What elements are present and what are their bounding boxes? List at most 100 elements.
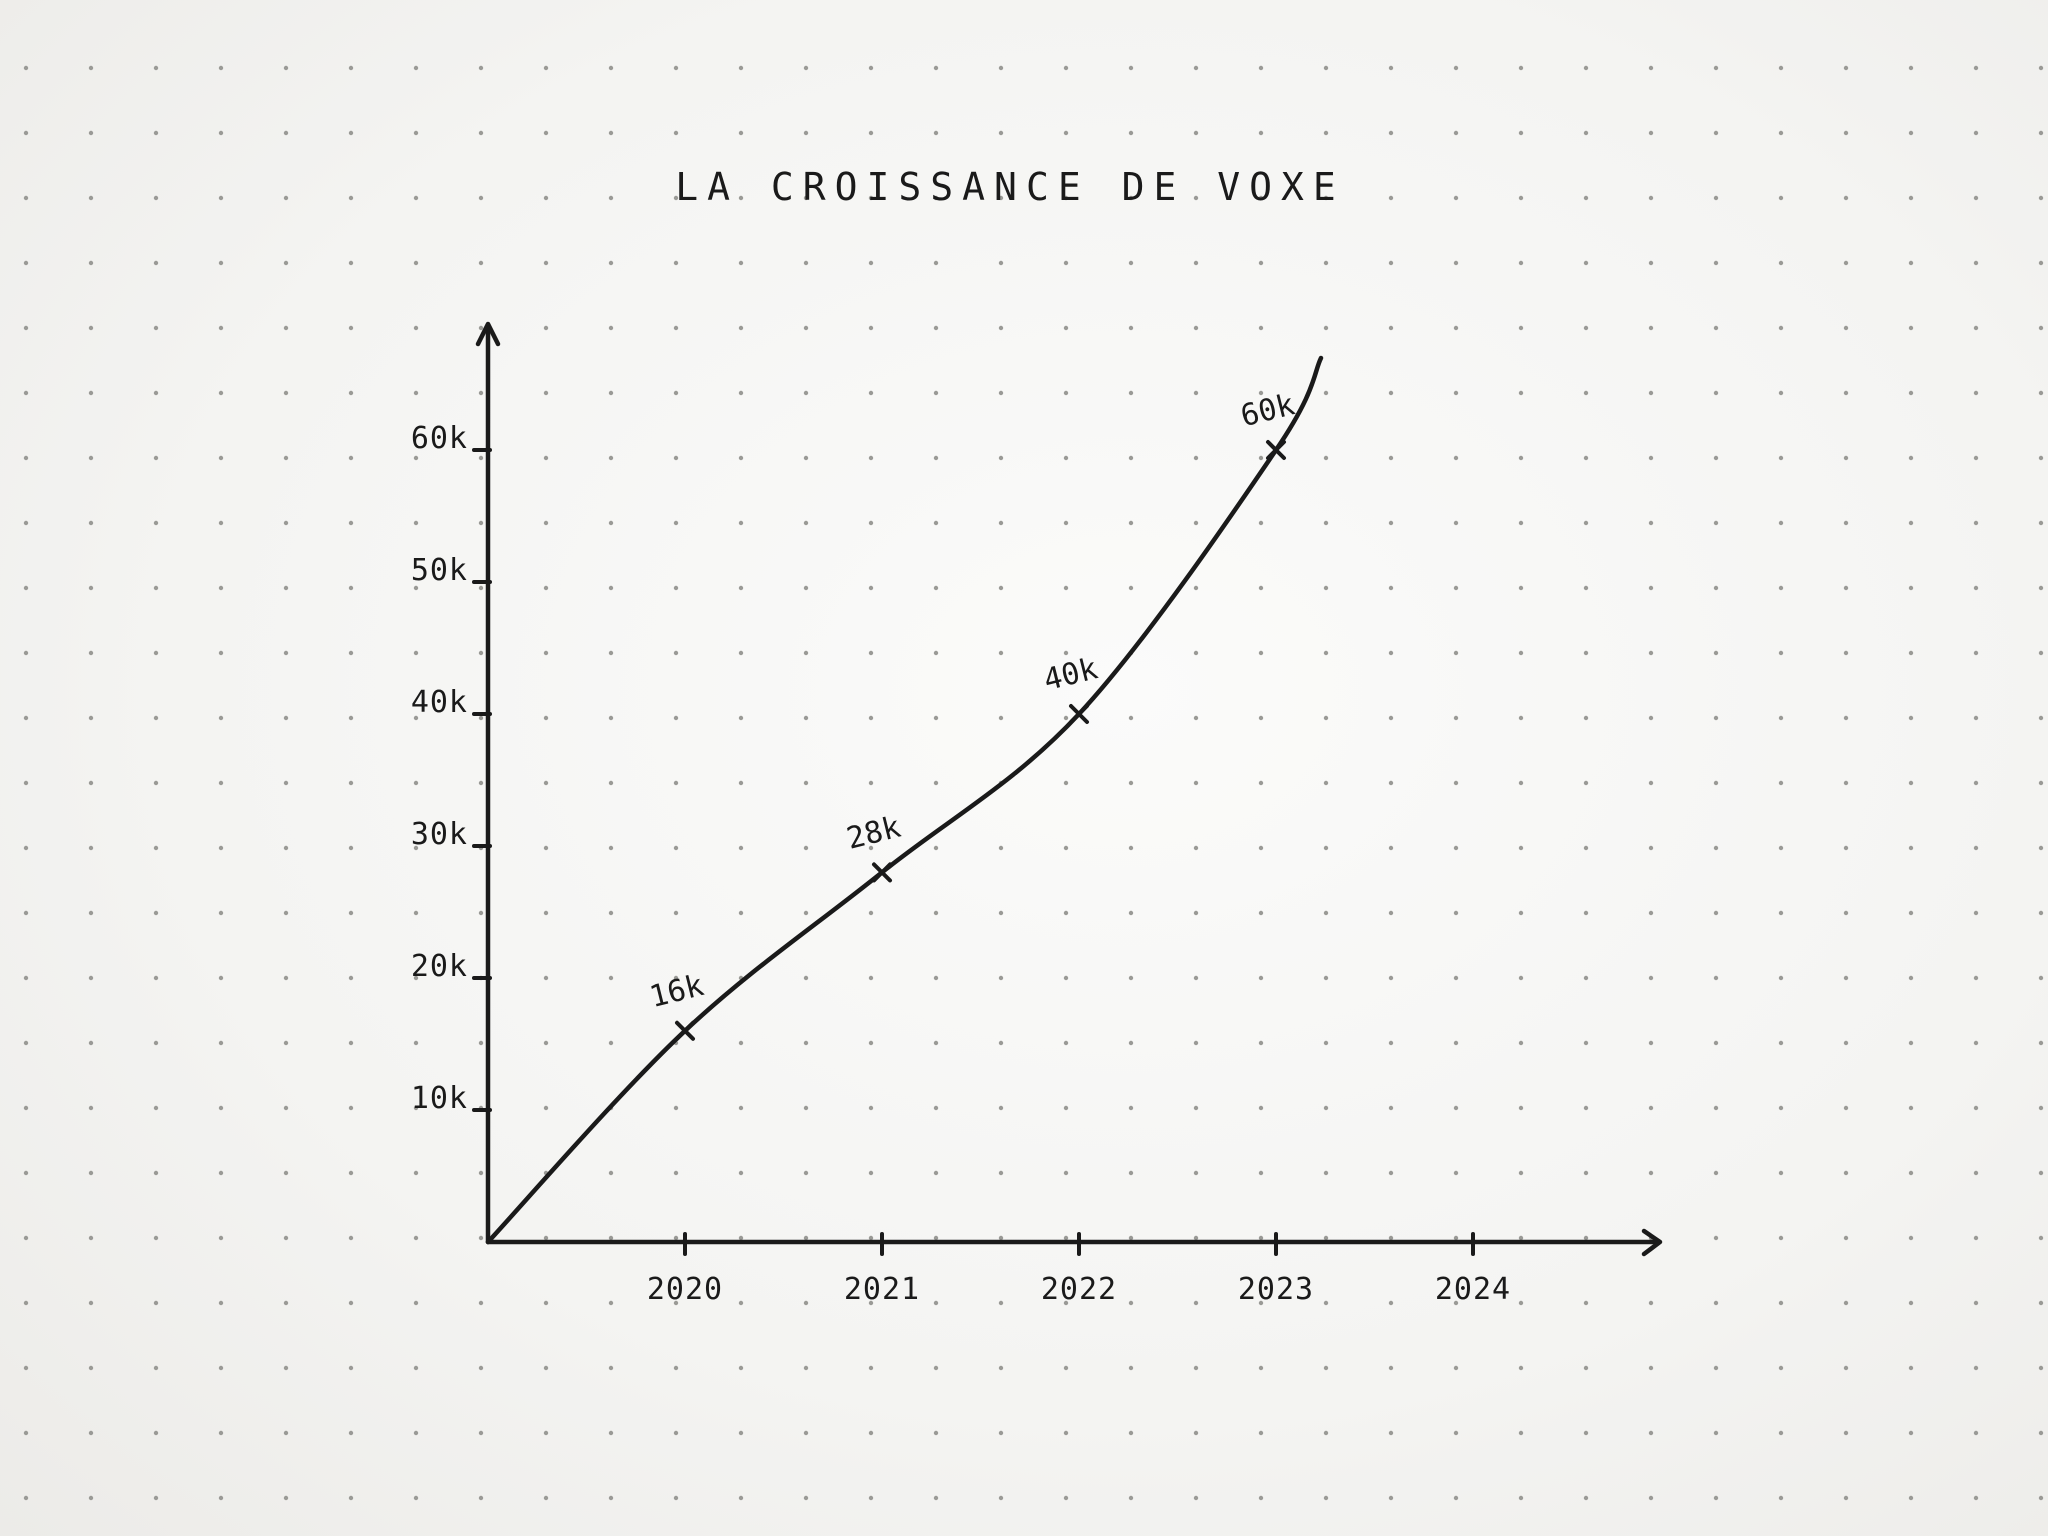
grid-dot <box>23 650 29 656</box>
grid-dot <box>23 715 29 721</box>
grid-dot <box>738 1105 744 1111</box>
grid-dot <box>1518 780 1524 786</box>
grid-dot <box>413 975 419 981</box>
grid-dot <box>88 1300 94 1306</box>
grid-dot <box>1973 910 1979 916</box>
grid-dot <box>413 1235 419 1241</box>
grid-dot <box>1843 325 1849 331</box>
grid-dot <box>23 1430 29 1436</box>
grid-dot <box>153 975 159 981</box>
grid-dot <box>1388 325 1394 331</box>
grid-dot <box>348 1105 354 1111</box>
grid-dot <box>1128 520 1134 526</box>
grid-dot <box>23 455 29 461</box>
grid-dot <box>1128 325 1134 331</box>
grid-dot <box>608 650 614 656</box>
grid-dot <box>2038 650 2044 656</box>
grid-dot <box>1128 1365 1134 1371</box>
dot-grid <box>23 65 2044 1501</box>
grid-dot <box>1713 1365 1719 1371</box>
grid-dot <box>1583 845 1589 851</box>
grid-dot <box>933 1170 939 1176</box>
grid-dot <box>413 65 419 71</box>
grid-dot <box>23 1040 29 1046</box>
grid-dot <box>543 715 549 721</box>
grid-dot <box>868 1040 874 1046</box>
grid-dot <box>1583 1235 1589 1241</box>
grid-dot <box>478 520 484 526</box>
grid-dot <box>1323 715 1329 721</box>
grid-dot <box>1973 715 1979 721</box>
grid-dot <box>1648 455 1654 461</box>
grid-dot <box>413 520 419 526</box>
grid-dot <box>1128 1235 1134 1241</box>
grid-dot <box>1648 1495 1654 1501</box>
grid-dot <box>1388 390 1394 396</box>
grid-dot <box>1258 780 1264 786</box>
grid-dot <box>1973 1235 1979 1241</box>
grid-dot <box>1128 780 1134 786</box>
grid-dot <box>933 780 939 786</box>
grid-dot <box>348 910 354 916</box>
grid-dot <box>868 130 874 136</box>
grid-dot <box>1518 1105 1524 1111</box>
grid-dot <box>1128 1105 1134 1111</box>
grid-dot <box>1453 390 1459 396</box>
grid-dot <box>1583 390 1589 396</box>
grid-dot <box>998 390 1004 396</box>
grid-dot <box>998 650 1004 656</box>
grid-dot <box>283 910 289 916</box>
grid-dot <box>218 130 224 136</box>
grid-dot <box>348 780 354 786</box>
grid-dot <box>2038 910 2044 916</box>
grid-dot <box>1973 585 1979 591</box>
grid-dot <box>1648 975 1654 981</box>
grid-dot <box>738 520 744 526</box>
grid-dot <box>1518 130 1524 136</box>
grid-dot <box>1063 650 1069 656</box>
grid-dot <box>348 520 354 526</box>
grid-dot <box>1583 1495 1589 1501</box>
grid-dot <box>1778 780 1784 786</box>
y-tick-label: 30k <box>411 817 468 852</box>
grid-dot <box>23 1495 29 1501</box>
grid-dot <box>23 1365 29 1371</box>
grid-dot <box>88 1040 94 1046</box>
grid-dot <box>868 845 874 851</box>
x-tick-label: 2022 <box>1041 1272 1117 1307</box>
grid-dot <box>1518 650 1524 656</box>
grid-dot <box>1843 1105 1849 1111</box>
grid-dot <box>1908 65 1914 71</box>
grid-dot <box>998 1170 1004 1176</box>
grid-dot <box>1128 1430 1134 1436</box>
grid-dot <box>1453 1040 1459 1046</box>
grid-dot <box>1453 1235 1459 1241</box>
grid-dot <box>88 260 94 266</box>
grid-dot <box>543 65 549 71</box>
grid-dot <box>1648 1430 1654 1436</box>
grid-dot <box>478 1170 484 1176</box>
grid-dot <box>478 715 484 721</box>
grid-dot <box>88 845 94 851</box>
grid-dot <box>88 715 94 721</box>
grid-dot <box>933 325 939 331</box>
grid-dot <box>1453 1495 1459 1501</box>
grid-dot <box>413 1040 419 1046</box>
grid-dot <box>1843 1235 1849 1241</box>
grid-dot <box>478 1040 484 1046</box>
grid-dot <box>1128 715 1134 721</box>
grid-dot <box>1778 1430 1784 1436</box>
grid-dot <box>413 130 419 136</box>
grid-dot <box>1778 1170 1784 1176</box>
grid-dot <box>1908 520 1914 526</box>
grid-dot <box>348 1040 354 1046</box>
grid-dot <box>543 1365 549 1371</box>
grid-dot <box>998 910 1004 916</box>
grid-dot <box>413 390 419 396</box>
grid-dot <box>803 975 809 981</box>
grid-dot <box>1063 65 1069 71</box>
grid-dot <box>218 1365 224 1371</box>
grid-dot <box>153 650 159 656</box>
grid-dot <box>1258 1235 1264 1241</box>
grid-dot <box>2038 1170 2044 1176</box>
